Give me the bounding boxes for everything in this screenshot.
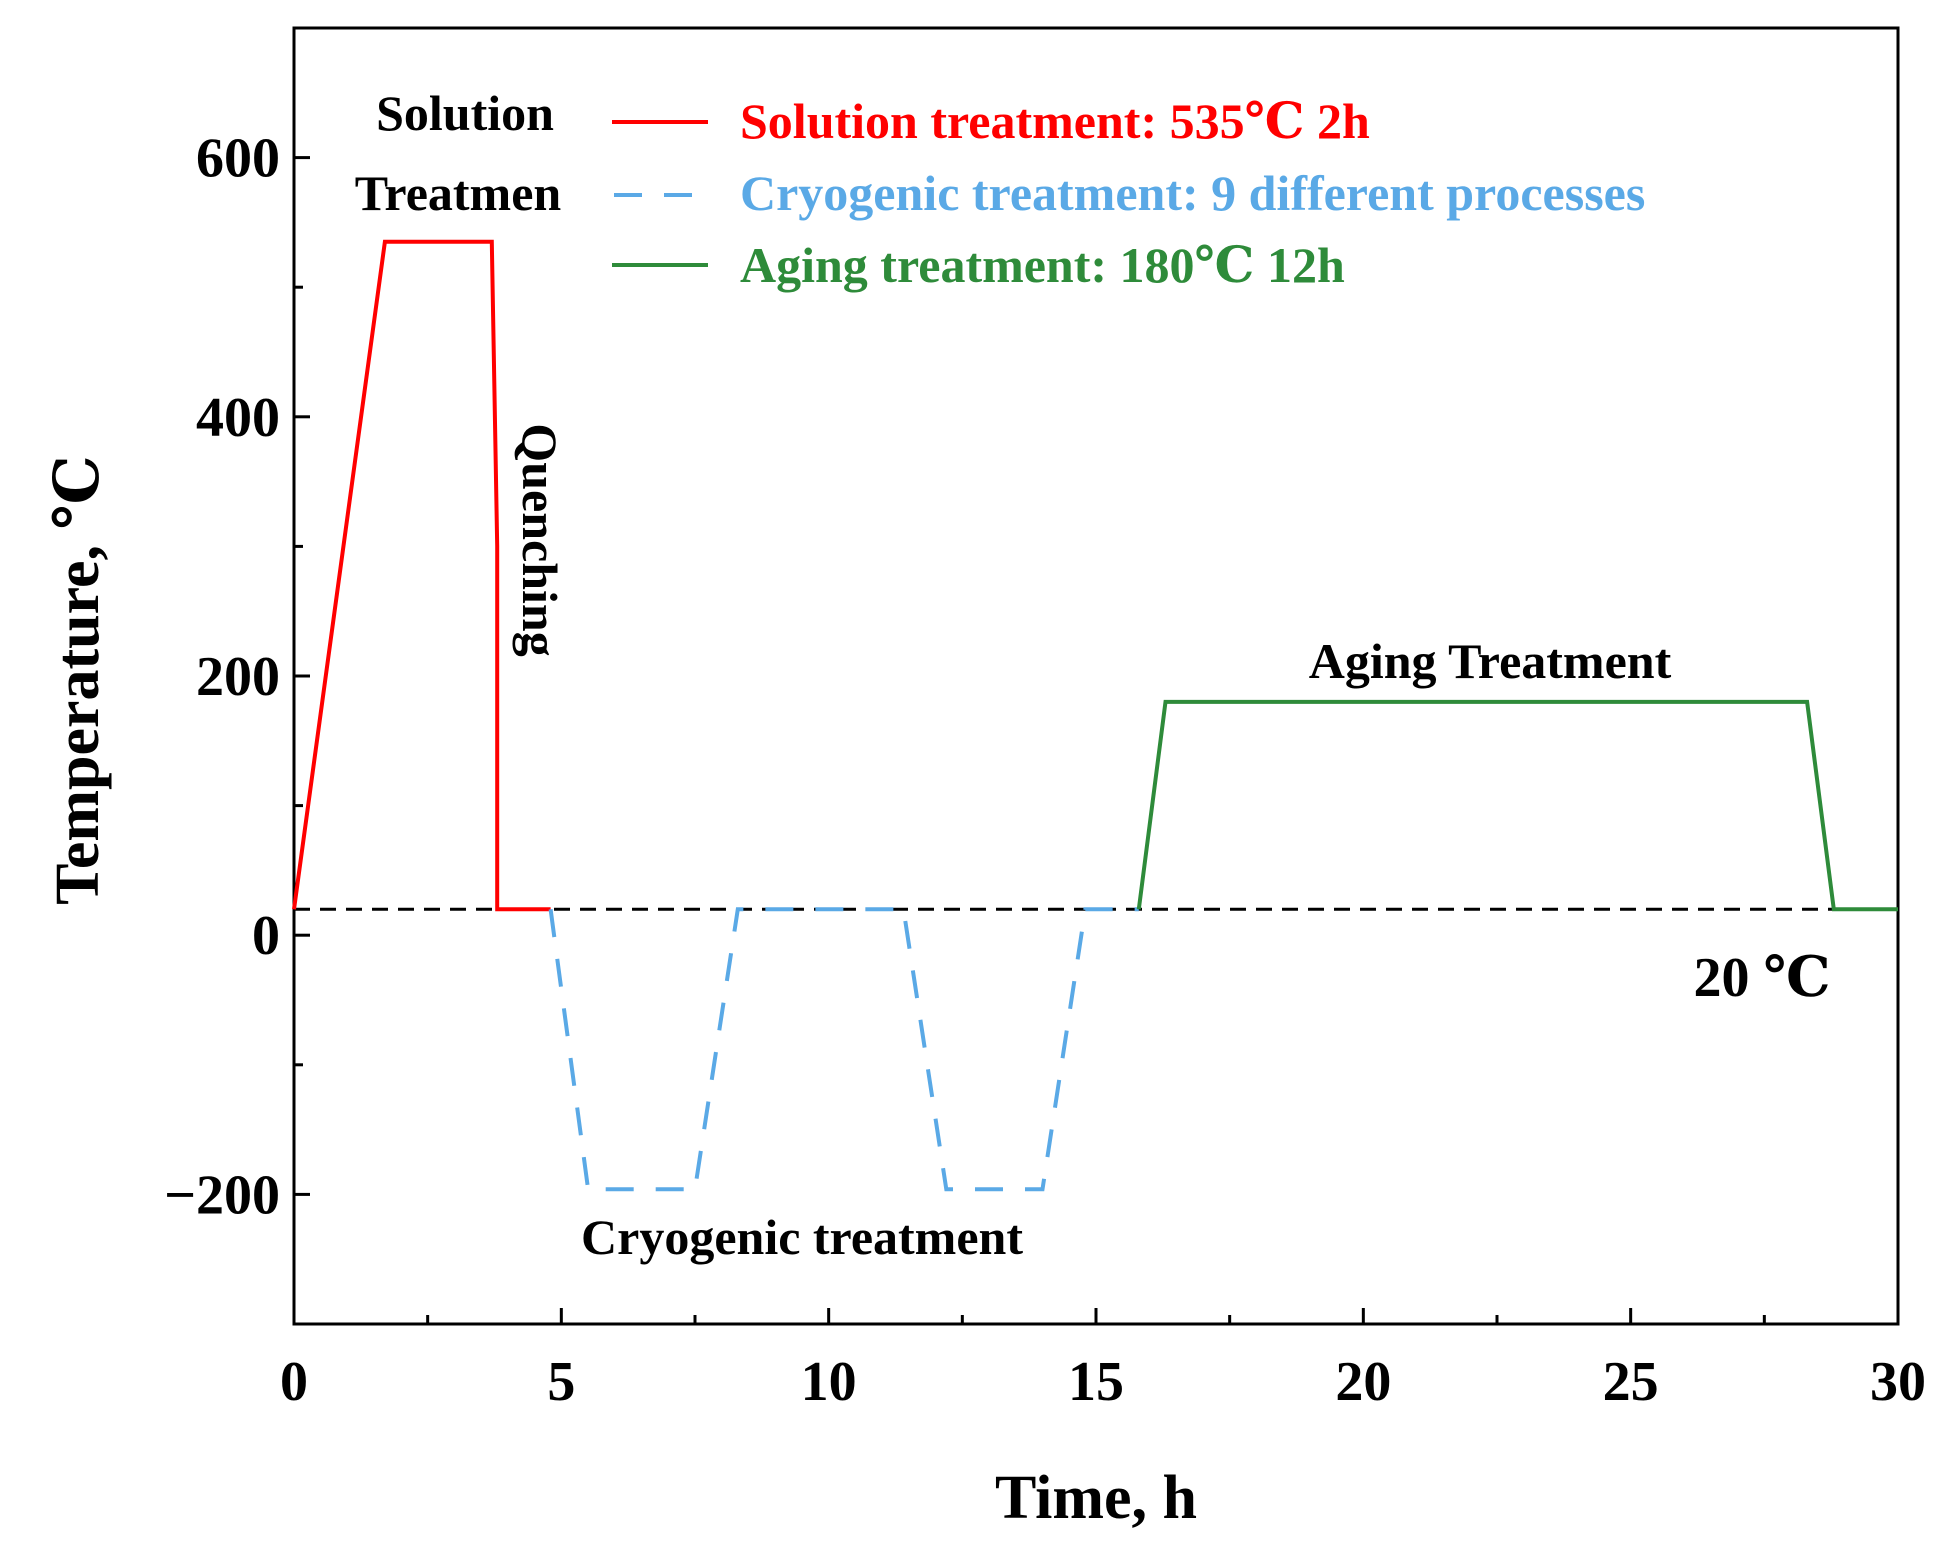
x-tick-label: 15 (1068, 1351, 1124, 1413)
x-tick-label: 5 (547, 1351, 575, 1413)
legend-label-solution: Solution treatment: 535℃ 2h (740, 93, 1370, 149)
annotation-cryogenic: Cryogenic treatment (581, 1209, 1023, 1265)
y-axis-title: Temperature, ℃ (44, 455, 112, 905)
annotation-solution-line2: Treatmen (355, 165, 562, 221)
series-line-cryogenic (548, 907, 1139, 1192)
annotation-aging: Aging Treatment (1309, 633, 1672, 689)
x-tick-label: 30 (1870, 1351, 1926, 1413)
legend-label-cryogenic: Cryogenic treatment: 9 different process… (740, 165, 1645, 221)
x-tick-label: 10 (801, 1351, 857, 1413)
x-tick-label: 25 (1603, 1351, 1659, 1413)
x-tick-label: 20 (1335, 1351, 1391, 1413)
legend-label-aging: Aging treatment: 180℃ 12h (740, 237, 1345, 293)
y-tick-label: −200 (164, 1164, 280, 1226)
series-line-solution (292, 239, 551, 912)
x-axis-title: Time, h (995, 1464, 1197, 1532)
y-tick-label: 200 (196, 646, 280, 708)
y-tick-label: 600 (196, 128, 280, 190)
y-axis: −200 0 200 400 600 (164, 26, 310, 1326)
annotation-solution-line1: Solution (376, 85, 554, 141)
x-tick-label: 0 (280, 1351, 308, 1413)
reference-line-label: 20 ℃ (1693, 947, 1830, 1009)
x-axis: 0 5 10 15 20 25 30 (280, 1308, 1926, 1413)
series-line-aging (1136, 699, 1898, 912)
series-layer (292, 239, 1898, 1192)
y-tick-label: 400 (196, 387, 280, 449)
y-tick-label: 0 (252, 905, 280, 967)
annotation-quenching: Quenching (512, 423, 568, 656)
